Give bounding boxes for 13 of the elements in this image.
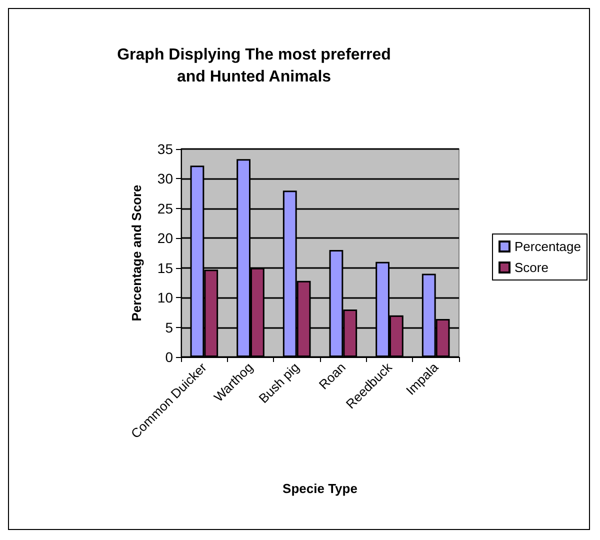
y-tick-label: 10 bbox=[157, 290, 174, 306]
legend-label: Percentage bbox=[514, 239, 582, 254]
y-tick-label: 30 bbox=[157, 170, 174, 187]
y-tick-label: 0 bbox=[165, 349, 174, 365]
legend-label: Score bbox=[514, 260, 548, 275]
y-axis-title: Percentage and Score bbox=[129, 184, 144, 322]
chart-title: Graph Displying The most preferred and Hunted Animals bbox=[117, 46, 391, 86]
y-tick-label: 35 bbox=[157, 141, 174, 157]
x-axis-title: Specie Type bbox=[282, 481, 358, 496]
y-tick-label: 5 bbox=[165, 319, 174, 336]
y-tick-label: 15 bbox=[157, 260, 174, 276]
y-tick-label: 25 bbox=[157, 200, 174, 216]
y-tick-label: 20 bbox=[157, 230, 174, 246]
